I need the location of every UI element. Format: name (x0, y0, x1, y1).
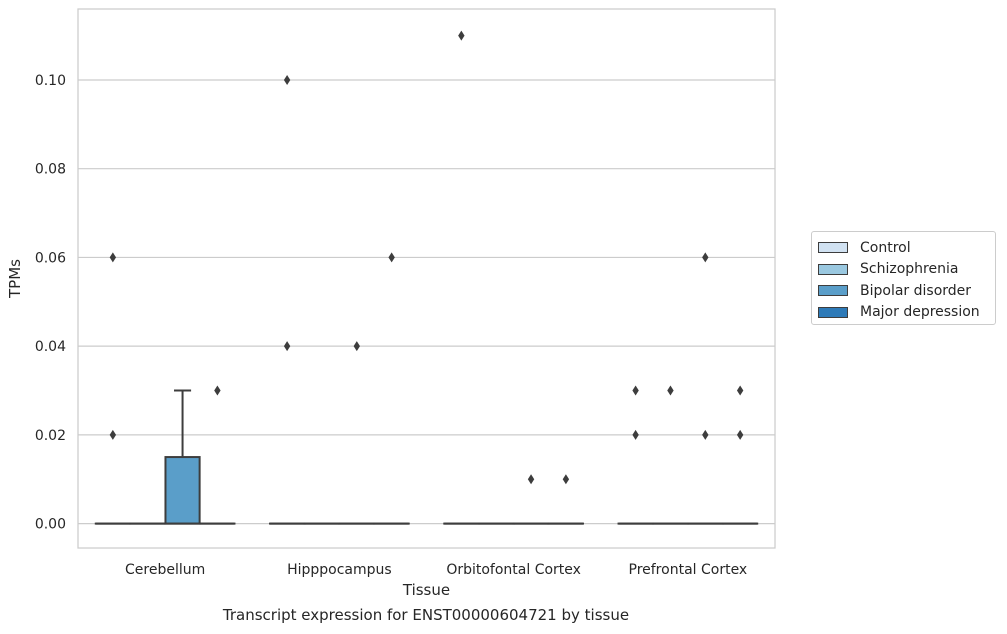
outlier-point (667, 385, 674, 396)
legend: Control Schizophrenia Bipolar disorder M… (811, 231, 996, 325)
outlier-point (283, 341, 291, 352)
outlier-point (736, 429, 744, 440)
x-axis-label: Tissue (402, 581, 450, 599)
y-tick-label: 0.08 (35, 162, 66, 178)
outlier-point (109, 429, 117, 440)
outlier-point (353, 341, 360, 352)
box-control (94, 252, 131, 525)
y-tick-label: 0.02 (35, 428, 66, 444)
box-major-depression (199, 385, 236, 525)
outlier-point (562, 474, 570, 485)
legend-label: Schizophrenia (860, 261, 959, 278)
y-tick-label: 0.04 (35, 339, 66, 355)
outlier-point (214, 385, 221, 396)
outlier-point (736, 385, 744, 396)
x-tick-label: Cerebellum (125, 562, 205, 578)
outlier-point (632, 429, 639, 440)
y-tick-label: 0.06 (35, 250, 66, 266)
y-tick-labels: 0.00 0.02 0.04 0.06 0.08 0.10 (35, 73, 66, 533)
legend-item: Bipolar disorder (818, 280, 995, 302)
legend-item: Schizophrenia (818, 259, 995, 281)
legend-swatch-bipolar-disorder (818, 285, 848, 297)
box-plots (94, 30, 759, 525)
outlier-point (702, 252, 709, 263)
box-control (443, 30, 480, 525)
box-bipolar-disorder (338, 341, 375, 525)
x-tick-label: Orbitofontal Cortex (446, 562, 581, 578)
y-tick-label: 0.00 (35, 517, 66, 533)
box-control (617, 385, 654, 525)
box-major-depression (373, 252, 410, 525)
box-bipolar-disorder (687, 252, 724, 525)
box-major-depression (547, 474, 584, 525)
outlier-point (388, 252, 395, 263)
outlier-point (458, 30, 465, 41)
box-schizophrenia (652, 385, 689, 525)
chart-caption: Transcript expression for ENST0000060472… (222, 606, 630, 624)
legend-item: Major depression (818, 302, 995, 324)
outlier-point (527, 474, 535, 485)
x-tick-label: Hipppocampus (287, 562, 392, 578)
legend-swatch-control (818, 242, 848, 254)
box-bipolar-disorder (164, 389, 201, 525)
box-control (269, 74, 306, 525)
x-tick-labels: Cerebellum Hipppocampus Orbitofontal Corte… (125, 562, 747, 578)
y-tick-label: 0.10 (35, 73, 66, 89)
legend-item: Control (818, 237, 995, 259)
outlier-point (702, 429, 709, 440)
legend-swatch-major-depression (818, 306, 848, 318)
legend-label: Control (860, 239, 911, 256)
y-axis-label: TPMs (6, 259, 24, 299)
plot-frame (77, 8, 776, 549)
box-bipolar-disorder (512, 474, 550, 525)
legend-label: Major depression (860, 304, 980, 321)
outlier-point (109, 252, 117, 263)
x-tick-label: Prefrontal Cortex (629, 562, 748, 578)
outlier-point (283, 74, 291, 85)
legend-label: Bipolar disorder (860, 282, 972, 299)
box-major-depression (722, 385, 759, 525)
legend-swatch-schizophrenia (818, 263, 848, 275)
outlier-point (632, 385, 639, 396)
box-iqr (164, 456, 201, 525)
